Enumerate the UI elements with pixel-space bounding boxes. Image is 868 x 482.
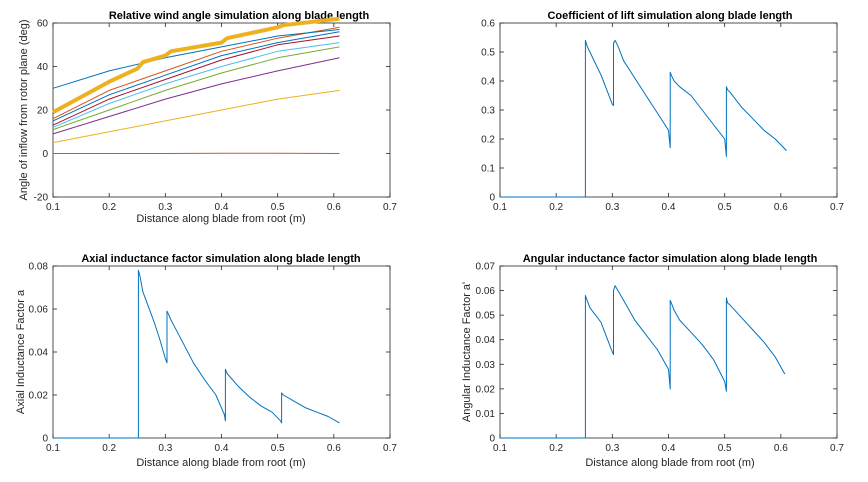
- y-tick-label: 0.07: [476, 262, 496, 273]
- chart-title: Relative wind angle simulation along bla…: [109, 10, 370, 22]
- chart-title: Axial inductance factor simulation along…: [81, 253, 361, 265]
- x-tick-label: 0.7: [383, 443, 397, 454]
- y-tick-label: 0.1: [481, 164, 495, 175]
- panel-axial-inductance: Axial inductance factor simulation along…: [15, 253, 397, 469]
- y-tick-label: 0.4: [481, 77, 495, 88]
- x-tick-label: 0.1: [493, 202, 507, 213]
- series-line: [500, 39, 787, 198]
- plot-area: [499, 22, 838, 198]
- x-tick-label: 0.6: [327, 443, 341, 454]
- x-tick-label: 0.7: [830, 202, 844, 213]
- x-tick-label: 0.4: [215, 443, 229, 454]
- y-tick-label: 0.08: [29, 262, 49, 273]
- y-tick-label: 0.02: [476, 384, 496, 395]
- x-tick-label: 0.3: [605, 202, 619, 213]
- y-tick-label: 0.6: [481, 19, 495, 30]
- series-line: [52, 26, 340, 120]
- x-tick-label: 0.4: [662, 202, 676, 213]
- panel-lift-coefficient: Coefficient of lift simulation along bla…: [481, 10, 844, 213]
- series-line: [52, 89, 340, 144]
- x-tick-label: 0.5: [271, 202, 285, 213]
- series-line: [500, 285, 786, 439]
- y-tick-label: 20: [37, 106, 49, 117]
- series-line: [52, 35, 340, 126]
- y-tick-label: 0.06: [29, 305, 49, 316]
- x-axis-label: Distance along blade from root (m): [136, 213, 305, 225]
- x-tick-label: 0.4: [662, 443, 676, 454]
- x-tick-label: 0.3: [605, 443, 619, 454]
- y-tick-label: 0.02: [29, 391, 49, 402]
- x-tick-label: 0.7: [830, 443, 844, 454]
- x-tick-label: 0.6: [774, 202, 788, 213]
- y-tick-label: 60: [37, 19, 49, 30]
- x-tick-label: 0.1: [46, 443, 60, 454]
- x-tick-label: 0.1: [493, 443, 507, 454]
- series-line: [52, 46, 340, 131]
- x-axis-label: Distance along blade from root (m): [136, 457, 305, 469]
- series-line: [52, 16, 340, 114]
- y-axis-label: Angle of inflow from rotor plane (deg): [18, 20, 30, 201]
- x-tick-label: 0.6: [327, 202, 341, 213]
- x-tick-label: 0.2: [102, 202, 116, 213]
- x-tick-label: 0.6: [774, 443, 788, 454]
- y-tick-label: 0.06: [476, 286, 496, 297]
- y-tick-label: 0: [489, 434, 495, 445]
- y-tick-label: 0.3: [481, 106, 495, 117]
- series-line: [52, 29, 340, 89]
- x-tick-label: 0.5: [271, 443, 285, 454]
- chart-title: Angular inductance factor simulation alo…: [523, 253, 818, 265]
- y-tick-label: 0.5: [481, 48, 495, 59]
- y-axis-label: Axial Inductance Factor a: [15, 289, 27, 414]
- y-tick-label: 0.01: [476, 409, 496, 420]
- series-line: [53, 269, 340, 439]
- y-tick-label: 0.05: [476, 311, 496, 322]
- x-tick-label: 0.3: [158, 443, 172, 454]
- x-tick-label: 0.3: [158, 202, 172, 213]
- x-tick-label: 0.5: [718, 443, 732, 454]
- y-tick-label: -20: [34, 193, 49, 204]
- plot-area: [499, 265, 838, 439]
- x-tick-label: 0.5: [718, 202, 732, 213]
- y-tick-label: 0.2: [481, 135, 495, 146]
- y-tick-label: 0.03: [476, 360, 496, 371]
- plot-area: [52, 265, 391, 439]
- y-tick-label: 40: [37, 62, 49, 73]
- x-tick-label: 0.2: [102, 443, 116, 454]
- series-line: [52, 31, 340, 122]
- y-tick-label: 0.04: [29, 348, 49, 359]
- x-tick-label: 0.4: [215, 202, 229, 213]
- y-axis-label: Angular Inductance Factor a': [461, 282, 473, 422]
- y-tick-label: 0: [42, 434, 48, 445]
- panel-angular-inductance: Angular inductance factor simulation alo…: [461, 253, 844, 469]
- series-line: [52, 57, 340, 135]
- x-axis-label: Distance along blade from root (m): [585, 457, 754, 469]
- x-tick-label: 0.7: [383, 202, 397, 213]
- x-tick-label: 0.2: [549, 202, 563, 213]
- panel-wind-angle: Relative wind angle simulation along bla…: [18, 10, 397, 225]
- x-tick-label: 0.2: [549, 443, 563, 454]
- y-tick-label: 0.04: [476, 335, 496, 346]
- x-tick-label: 0.1: [46, 202, 60, 213]
- y-tick-label: 0: [489, 193, 495, 204]
- y-tick-label: 0: [42, 149, 48, 160]
- series-line: [52, 42, 340, 128]
- chart-title: Coefficient of lift simulation along bla…: [547, 10, 792, 22]
